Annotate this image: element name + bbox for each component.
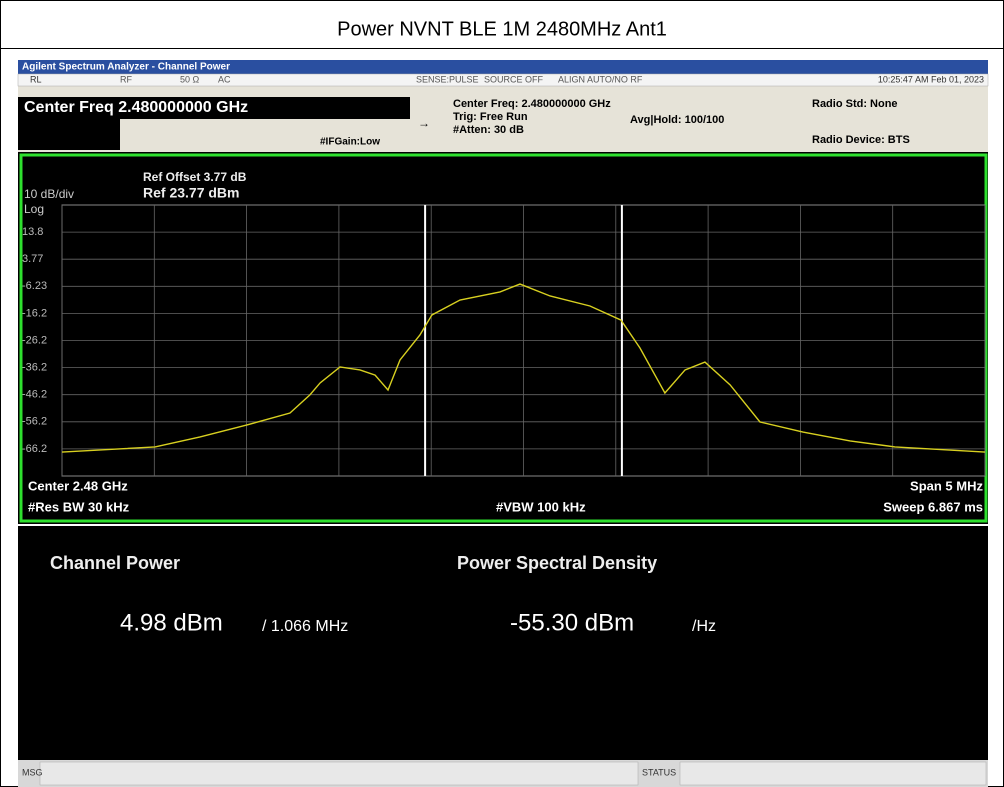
trigger-icon: → <box>418 116 430 130</box>
setting: Center Freq: 2.480000000 GHz <box>453 98 611 110</box>
softkey-box <box>18 119 120 150</box>
status-time: 10:25:47 AM Feb 01, 2023 <box>878 74 984 84</box>
center-freq: Center Freq 2.480000000 GHz <box>24 99 248 116</box>
trace <box>61 283 986 453</box>
y-tick-label: -36.2 <box>22 362 47 374</box>
scale-type: Log <box>24 202 44 216</box>
sweep: Sweep 6.867 ms <box>883 499 983 514</box>
setting: #Atten: 30 dB <box>453 124 524 136</box>
results-panel <box>18 526 988 760</box>
center-label: Center 2.48 GHz <box>28 478 128 493</box>
radio-std: Radio Std: None <box>812 98 898 110</box>
if-gain: #IFGain:Low <box>320 137 380 148</box>
y-tick-label: -56.2 <box>22 416 47 428</box>
graph-panel <box>18 152 988 524</box>
psd: -55.30 dBm <box>510 609 634 636</box>
status-impedance: 50 Ω <box>180 74 200 84</box>
status-align: ALIGN AUTO/NO RF <box>558 74 643 84</box>
y-tick-label: -66.2 <box>22 443 47 455</box>
status-row <box>17 73 989 87</box>
channel-power: 4.98 dBm <box>120 609 223 636</box>
plot: 13.8 3.77 -6.23 -16.2 -26.2 -36.2 -46.2 -56.2 -6… <box>22 204 986 477</box>
res-bw: #Res BW 30 kHz <box>28 499 130 514</box>
page-title: Power NVNT BLE 1M 2480MHz Ant1 <box>337 18 667 40</box>
psd-unit: /Hz <box>692 618 716 635</box>
window-title-bar <box>18 60 988 74</box>
channel-power-label: Channel Power <box>50 553 180 573</box>
window-title: Agilent Spectrum Analyzer - Channel Powe… <box>22 62 230 73</box>
radio-device: Radio Device: BTS <box>812 134 910 146</box>
status-rl: RL <box>30 74 42 84</box>
psd-label: Power Spectral Density <box>457 553 657 573</box>
y-tick-label: -16.2 <box>22 307 47 319</box>
setting: Trig: Free Run <box>453 111 528 123</box>
status-rf: RF <box>120 74 132 84</box>
msg-field <box>39 761 639 786</box>
avg-hold: Avg|Hold: 100/100 <box>630 114 724 126</box>
y-tick-label: 13.8 <box>22 226 43 238</box>
span: Span 5 MHz <box>910 478 983 493</box>
vbw: #VBW 100 kHz <box>496 499 586 514</box>
footer-status: STATUS <box>642 767 676 777</box>
graph-border <box>19 153 988 523</box>
y-tick-label: 3.77 <box>22 253 43 265</box>
ref-offset: Ref Offset 3.77 dB <box>143 170 247 184</box>
status-source: SOURCE OFF <box>484 74 544 84</box>
ref-level: Ref 23.77 dBm <box>143 185 239 201</box>
status-coupling: AC <box>218 74 231 84</box>
y-tick-label: -46.2 <box>22 389 47 401</box>
y-tick-label: -26.2 <box>22 334 47 346</box>
y-tick-label: -6.23 <box>22 280 47 292</box>
center-freq-box <box>18 97 410 119</box>
bandwidth: / 1.066 MHz <box>262 618 348 635</box>
status-sense: SENSE:PULSE <box>416 74 479 84</box>
scale: 10 dB/div <box>24 187 74 201</box>
status-field <box>679 761 987 786</box>
footer-msg: MSG <box>22 767 43 777</box>
